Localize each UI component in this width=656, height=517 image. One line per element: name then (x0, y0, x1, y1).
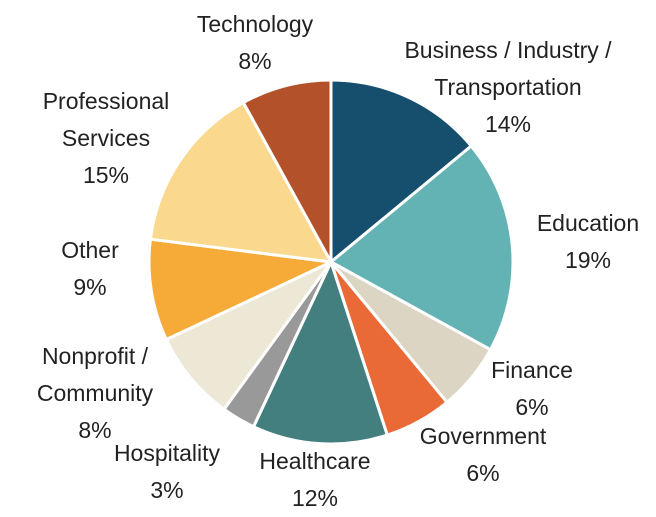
pie-slice (329, 78, 473, 264)
value-label: 6% (466, 460, 500, 486)
value-label: 3% (150, 477, 184, 503)
value-label: 15% (82, 162, 130, 188)
value-label: 8% (238, 48, 272, 74)
slice-label: Business / Industry / Transportation 14% (378, 32, 638, 143)
pie-slice (164, 260, 333, 411)
value-label: 12% (291, 485, 339, 511)
pie-slice (147, 237, 333, 341)
category-label: Technology (196, 11, 314, 37)
value-label: 6% (515, 394, 549, 420)
chart (147, 78, 515, 446)
category-label: Business / Industry / Transportation (404, 37, 612, 100)
value-label: 9% (73, 274, 107, 300)
value-label: 14% (484, 111, 532, 137)
slice-label: Education 19% (523, 205, 653, 279)
slice-label: Government 6% (393, 418, 573, 492)
slice-label: Nonprofit / Community 8% (8, 338, 183, 449)
category-label: Other (61, 237, 119, 263)
value-label: 8% (78, 417, 112, 443)
pie-slice (148, 101, 333, 264)
slice-label: Other 9% (40, 232, 140, 306)
category-label: Healthcare (259, 448, 371, 474)
pie-slice (329, 144, 515, 352)
slice-label: Professional Services 15% (21, 83, 191, 194)
category-label: Professional Services (42, 88, 170, 151)
slice-label: Finance 6% (477, 352, 587, 426)
category-label: Nonprofit / Community (36, 343, 154, 406)
slice-label: Hospitality 3% (92, 435, 242, 509)
category-label: Government (419, 423, 547, 449)
slice-label: Technology 8% (185, 6, 325, 80)
value-label: 19% (564, 247, 612, 273)
category-label: Hospitality (113, 440, 221, 466)
category-label: Finance (491, 357, 573, 383)
pie-slice (241, 78, 333, 264)
pie-slice (252, 260, 389, 446)
category-label: Education (536, 210, 640, 236)
page: {"chart_data": {"type": "pie", "categori… (8, 6, 653, 511)
